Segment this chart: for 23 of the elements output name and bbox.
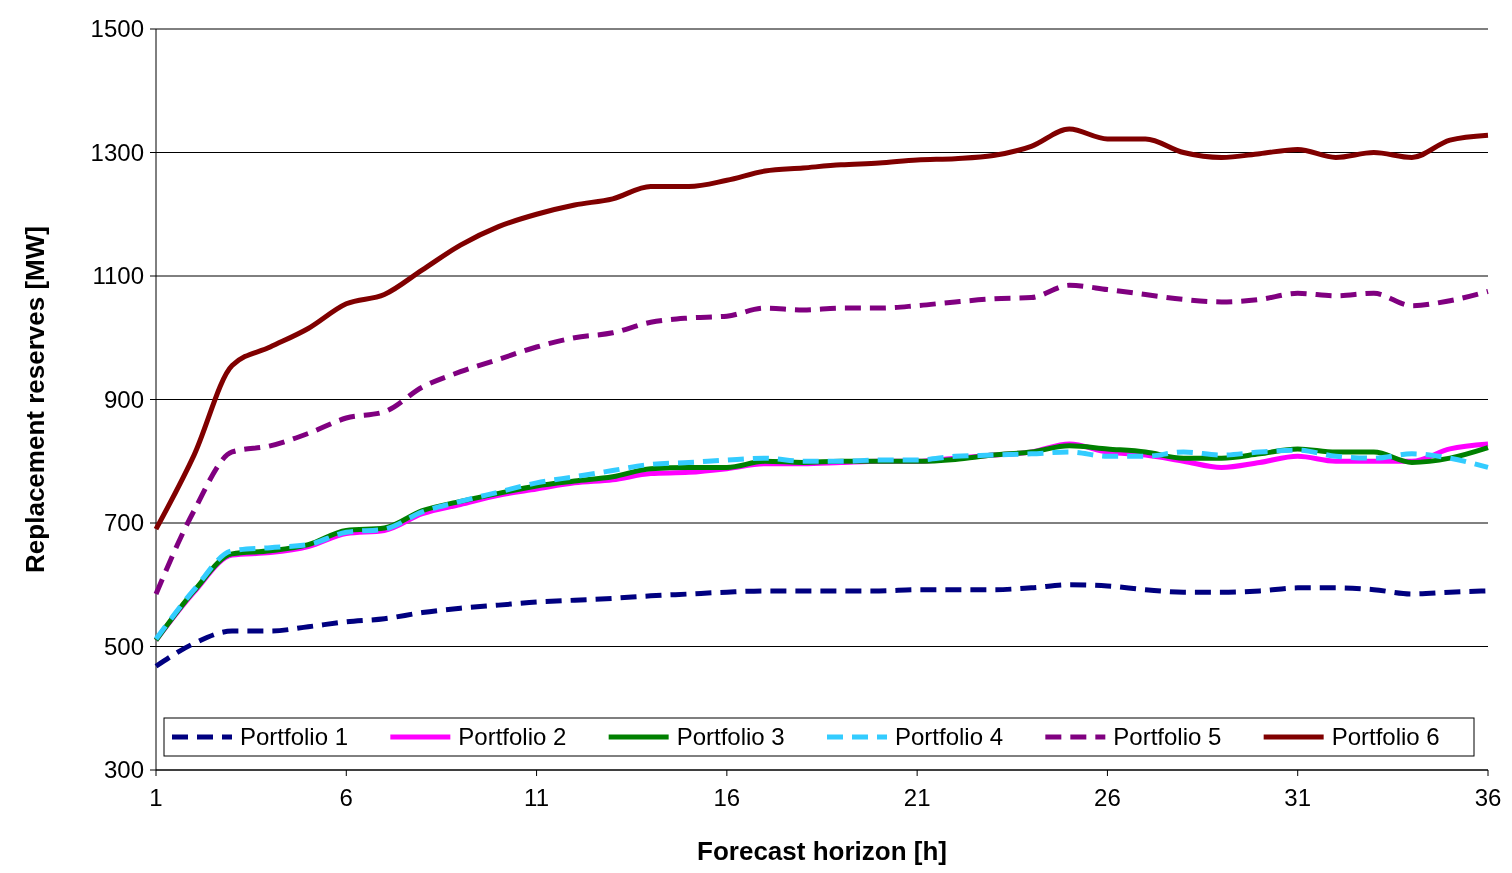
y-tick-label: 700 — [103, 509, 144, 537]
legend-label: Portfolio 2 — [458, 723, 567, 751]
x-tick-label: 1 — [149, 784, 163, 811]
x-tick-label: 31 — [1284, 784, 1312, 811]
y-tick-label: 500 — [103, 632, 144, 660]
x-tick-label: 26 — [1094, 784, 1121, 811]
y-axis-title: Replacement reserves [MW] — [20, 226, 50, 573]
legend-label: Portfolio 1 — [240, 723, 349, 751]
y-tick-label: 1100 — [92, 262, 144, 290]
legend-label: Portfolio 4 — [895, 723, 1004, 751]
legend-label: Portfolio 6 — [1331, 723, 1440, 751]
x-tick-label: 36 — [1474, 784, 1502, 811]
y-tick-label: 1500 — [90, 15, 144, 43]
legend-label: Portfolio 5 — [1113, 723, 1222, 751]
legend-label: Portfolio 3 — [676, 723, 785, 751]
x-tick-label: 11 — [524, 784, 550, 811]
x-tick-label: 21 — [903, 784, 931, 811]
x-tick-label: 6 — [339, 784, 353, 811]
x-axis-title: Forecast horizon [h] — [697, 836, 947, 866]
y-tick-label: 1300 — [90, 138, 144, 166]
y-tick-label: 900 — [103, 385, 144, 413]
y-tick-label: 300 — [103, 756, 144, 784]
x-tick-label: 16 — [713, 784, 741, 811]
